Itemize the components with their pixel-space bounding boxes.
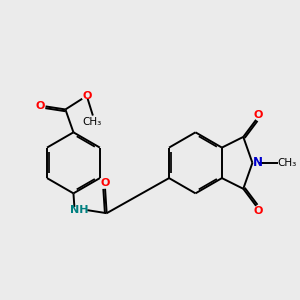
Text: NH: NH xyxy=(70,205,88,215)
Text: O: O xyxy=(254,206,263,216)
Text: O: O xyxy=(254,110,263,120)
Text: CH₃: CH₃ xyxy=(82,117,102,127)
Text: N: N xyxy=(253,156,263,169)
Text: CH₃: CH₃ xyxy=(278,158,297,168)
Text: O: O xyxy=(100,178,110,188)
Text: O: O xyxy=(35,101,45,111)
Text: O: O xyxy=(83,91,92,101)
